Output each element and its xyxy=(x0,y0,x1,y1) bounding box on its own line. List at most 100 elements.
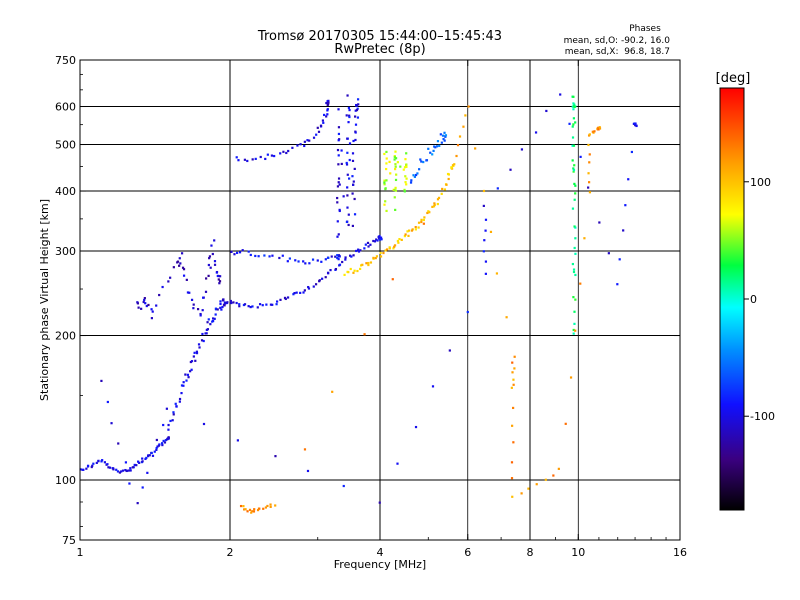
data-point xyxy=(571,144,574,147)
data-point xyxy=(306,469,310,473)
data-point xyxy=(489,230,493,234)
data-point xyxy=(379,251,382,255)
data-point xyxy=(308,262,311,265)
data-point xyxy=(282,150,285,153)
data-point xyxy=(213,263,217,266)
data-point xyxy=(136,502,139,505)
data-point xyxy=(413,175,416,178)
data-point xyxy=(622,229,625,232)
data-point xyxy=(90,465,93,469)
data-point xyxy=(405,152,408,155)
data-point xyxy=(303,289,306,292)
data-point xyxy=(346,206,349,209)
data-point xyxy=(178,400,181,403)
data-point xyxy=(248,508,252,511)
data-point xyxy=(557,467,560,470)
data-point xyxy=(336,235,339,238)
data-point xyxy=(394,165,397,168)
data-point xyxy=(142,300,145,304)
data-point xyxy=(171,419,174,422)
data-point xyxy=(474,147,477,150)
data-point xyxy=(311,258,315,261)
data-point xyxy=(552,474,555,477)
data-point xyxy=(169,276,172,279)
data-point xyxy=(572,328,575,332)
data-point xyxy=(378,237,381,240)
data-point xyxy=(406,230,409,233)
data-point xyxy=(214,313,217,316)
data-point xyxy=(388,160,391,163)
data-point xyxy=(330,255,333,258)
data-point xyxy=(195,350,199,353)
data-point xyxy=(207,318,210,321)
data-point xyxy=(269,503,272,506)
data-point xyxy=(345,114,348,117)
data-point xyxy=(271,303,274,306)
data-point xyxy=(110,422,113,425)
data-point xyxy=(156,445,159,448)
data-point xyxy=(425,159,429,162)
data-point xyxy=(136,302,140,305)
data-point xyxy=(630,150,633,154)
data-point xyxy=(172,266,175,269)
data-point xyxy=(137,460,140,463)
data-point xyxy=(383,183,386,186)
data-point xyxy=(151,310,154,313)
x-tick-label: 8 xyxy=(527,546,534,559)
x-tick-label: 2 xyxy=(227,546,234,559)
data-point xyxy=(436,140,440,143)
data-point xyxy=(346,270,349,274)
data-point xyxy=(377,235,380,238)
data-point xyxy=(326,103,330,106)
data-point xyxy=(345,220,349,224)
data-point xyxy=(347,121,350,124)
data-point xyxy=(238,303,241,306)
data-point xyxy=(352,180,355,183)
data-point xyxy=(246,510,249,513)
data-point xyxy=(635,124,638,127)
data-point xyxy=(510,461,514,464)
data-point xyxy=(383,203,386,206)
data-point xyxy=(393,188,396,192)
data-point xyxy=(513,355,516,358)
data-point xyxy=(410,229,414,232)
data-point xyxy=(257,255,260,258)
data-point xyxy=(535,483,538,486)
data-point xyxy=(150,451,153,455)
data-point xyxy=(106,463,109,466)
data-point xyxy=(394,150,397,153)
data-point xyxy=(143,297,146,300)
data-point xyxy=(269,303,273,306)
y-tick-label: 500 xyxy=(55,139,76,152)
data-point xyxy=(346,137,349,140)
data-point xyxy=(250,511,253,514)
data-point xyxy=(292,293,295,296)
data-point xyxy=(303,144,306,148)
data-point xyxy=(129,469,132,472)
data-point xyxy=(306,139,309,142)
data-point xyxy=(235,301,238,305)
data-point xyxy=(422,222,425,225)
data-point xyxy=(353,197,356,201)
data-point xyxy=(344,256,347,259)
data-point xyxy=(597,128,600,131)
y-tick-label: 75 xyxy=(62,534,76,547)
data-point xyxy=(167,280,170,283)
data-point xyxy=(202,422,206,426)
data-point xyxy=(287,149,290,153)
data-point xyxy=(157,444,161,447)
data-point xyxy=(372,256,375,259)
data-point xyxy=(444,135,447,138)
data-point xyxy=(340,162,343,166)
data-point xyxy=(513,367,516,370)
data-point xyxy=(583,237,586,240)
data-point xyxy=(337,254,341,257)
data-point xyxy=(572,268,576,271)
data-point xyxy=(261,304,264,307)
colorbar-ticks: 100 0 -100 xyxy=(744,176,775,423)
data-point xyxy=(264,157,267,161)
data-point xyxy=(192,303,195,306)
data-point xyxy=(135,464,138,467)
data-point xyxy=(97,459,100,462)
data-point xyxy=(607,252,610,255)
